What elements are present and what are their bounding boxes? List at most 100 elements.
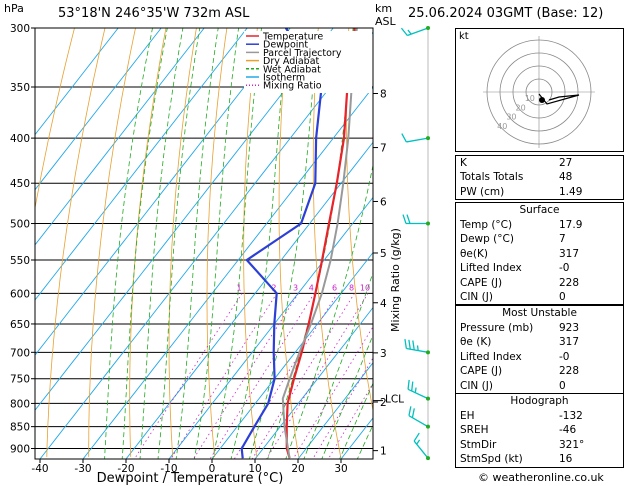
km-tick-label: 8: [380, 89, 387, 101]
dry-adiabat-line: [46, 28, 106, 457]
mixing-ratio-label: 4: [309, 283, 314, 292]
wind-barb-flag: [402, 214, 407, 224]
legend-label: Wet Adiabat: [263, 64, 321, 75]
hodo-row: StmSpd (kt) 16: [460, 453, 573, 466]
x-tick-label: 30: [334, 463, 347, 475]
storm-motion-marker: [539, 97, 545, 103]
x-tick-label: 10: [248, 463, 261, 475]
mixing-ratio-label: 1: [237, 283, 242, 292]
index-row-pw: PW (cm) 1.49: [460, 185, 583, 198]
legend-label: Dewpoint: [263, 40, 308, 51]
dry-adiabat-line: [278, 28, 300, 457]
wind-barbs: [400, 26, 430, 461]
hodograph-unit-label: kt: [459, 31, 469, 42]
skewt-chart: 1 2 3 4 6 8 10 15 20 25 3003504004505005506006507…: [10, 23, 452, 486]
wind-barb: [413, 432, 430, 461]
hodograph-ring-label: 30: [506, 113, 516, 122]
wind-barb-flag: [408, 406, 412, 416]
hodograph-stats-title: Hodograph: [510, 395, 569, 407]
series-line-dewpoint: [240, 28, 323, 459]
dry-adiabat-line: [88, 28, 136, 457]
legend-label: Temperature: [262, 32, 323, 43]
wet-adiabat-line: [321, 334, 373, 459]
wet-adiabat-line: [339, 382, 373, 459]
wind-barb-flag: [413, 432, 420, 442]
wind-barb-half-flag: [416, 439, 421, 445]
y-tick-label: 750: [10, 374, 30, 386]
wind-barb-flag: [400, 27, 408, 36]
wind-barb-dot: [426, 26, 430, 30]
mu-row: θe (K) 317: [460, 336, 580, 349]
wind-barb-flag: [401, 133, 407, 143]
y-tick-label: 450: [10, 178, 30, 190]
mu-row: CAPE (J) 228: [460, 365, 580, 378]
wind-barb-staff: [408, 415, 429, 428]
mixing-ratio-axis-title: Mixing Ratio (g/kg): [389, 228, 402, 332]
surface-row: Temp (°C) 17.9: [460, 219, 583, 231]
wind-barb-dot: [426, 221, 430, 226]
wet-adiabat-line: [193, 28, 239, 459]
wind-barb-dot: [426, 136, 430, 141]
wet-adiabat-line: [212, 28, 262, 459]
legend-label: Dry Adiabat: [263, 56, 320, 67]
legend-label: Isotherm: [263, 73, 305, 84]
isotherm-line: [35, 28, 334, 412]
wind-barb-flag: [411, 408, 415, 418]
isotherm-line: [427, 28, 452, 459]
y-tick-label: 600: [10, 288, 30, 300]
wind-barb-half-flag: [416, 345, 419, 351]
index-row-k: K 27: [460, 157, 573, 169]
wind-barb-staff: [407, 388, 429, 400]
wind-barb-flag: [408, 339, 411, 350]
mixing-ratio-line: [292, 326, 373, 459]
mixing-ratio-label: 10: [360, 283, 370, 292]
series-line-parcel-trajectory: [281, 28, 358, 459]
y-tick-label: 900: [10, 444, 30, 456]
wet-adiabat-line: [248, 28, 319, 459]
x-tick-label: 20: [291, 463, 304, 475]
indices-table: K 27 Totals Totals 48 PW (cm) 1.49: [455, 155, 624, 201]
chart-axes: 300350400450500550600650700750800850900-…: [10, 23, 404, 475]
y-tick-label: 650: [10, 319, 30, 331]
wind-barb-dot: [426, 424, 430, 429]
series-line-temperature: [285, 28, 356, 459]
wind-barb-dot: [426, 456, 430, 461]
isotherm-line: [82, 86, 373, 459]
mixing-ratio-label: 6: [332, 283, 337, 292]
hodo-row: SREH -46: [460, 424, 577, 437]
x-tick-label: -40: [31, 463, 48, 475]
isotherm-line: [35, 28, 162, 191]
mixing-ratio-label: 2: [271, 283, 276, 292]
x-tick-label: -30: [74, 463, 91, 475]
mixing-ratio-line: [209, 293, 315, 459]
mu-row: Lifted Index -0: [460, 350, 570, 363]
x-axis-title: Dewpoint / Temperature (°C): [97, 471, 284, 486]
hodograph-ring-label: 40: [497, 122, 507, 131]
hodograph-ring-label: 10: [525, 94, 535, 103]
dry-adiabat-line: [168, 28, 197, 457]
plot-frame: [34, 27, 374, 460]
pressure-unit-label: hPa: [4, 2, 24, 15]
wind-barb-staff: [413, 440, 429, 459]
wet-adiabat-line: [230, 28, 289, 459]
km-tick-label: 1: [380, 446, 387, 458]
surface-table: Surface Temp (°C) 17.9 Dewp (°C) 7 θe(K) 31…: [455, 202, 624, 306]
hodograph-ring-label: 20: [516, 103, 526, 112]
mixing-ratio-label: 20: [404, 283, 414, 292]
mixing-ratio-line: [170, 293, 278, 459]
y-tick-label: 850: [10, 422, 30, 434]
legend-label: Parcel Trajectory: [263, 48, 342, 59]
dry-adiabat-line: [129, 28, 167, 457]
dry-adiabat-line: [206, 28, 228, 457]
legend-label: Mixing Ratio: [263, 81, 322, 92]
wind-barb-flag: [411, 381, 414, 392]
mixing-ratio-line: [134, 293, 243, 459]
y-tick-label: 700: [10, 347, 30, 359]
wind-barb-flag: [406, 214, 411, 224]
y-tick-label: 300: [10, 23, 30, 35]
surface-title: Surface: [519, 204, 560, 216]
km-tick-label: 3: [380, 348, 387, 360]
mixing-ratio-line: [193, 293, 299, 459]
